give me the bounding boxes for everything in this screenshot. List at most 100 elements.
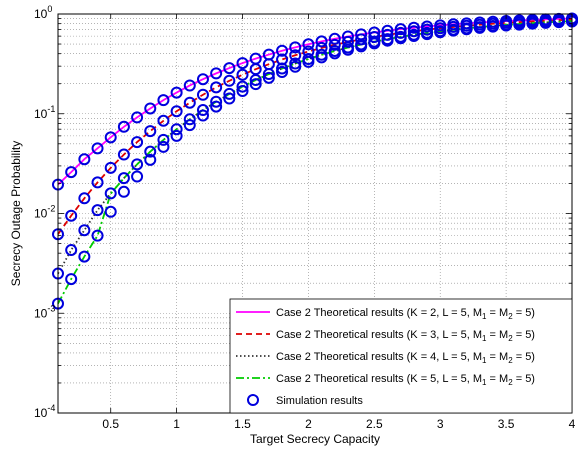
simulation-point bbox=[78, 224, 91, 237]
simulation-point bbox=[65, 166, 78, 179]
simulation-point bbox=[91, 142, 104, 155]
simulation-point bbox=[262, 71, 275, 84]
simulation-point bbox=[447, 24, 460, 37]
simulation-point bbox=[341, 30, 354, 43]
y-tick-base: 10 bbox=[34, 107, 48, 121]
legend-text-part: = M bbox=[487, 373, 509, 385]
simulation-point bbox=[223, 74, 236, 87]
simulation-point bbox=[117, 148, 130, 161]
y-tick-base: 10 bbox=[34, 406, 48, 420]
simulation-point bbox=[157, 114, 170, 127]
legend-text-part: Case 2 Theoretical results (K = 5, L = 5… bbox=[276, 373, 482, 385]
legend-swatch-simulation bbox=[247, 394, 259, 406]
legend-subscript: 1 bbox=[482, 356, 487, 365]
simulation-point bbox=[368, 37, 381, 50]
simulation-point bbox=[394, 32, 407, 45]
x-tick-label: 3 bbox=[437, 417, 444, 431]
x-tick-label: 0.5 bbox=[102, 417, 119, 431]
simulation-point bbox=[513, 18, 526, 31]
simulation-point bbox=[355, 40, 368, 53]
legend-subscript: 1 bbox=[482, 312, 487, 321]
legend-text-part: = M bbox=[487, 351, 509, 363]
x-tick-labels: 0.5 1 1.5 2 2.5 3 3.5 4 bbox=[102, 417, 575, 431]
x-tick-label: 2 bbox=[305, 417, 312, 431]
legend-text-part: Case 2 Theoretical results (K = 3, L = 5… bbox=[276, 329, 482, 341]
simulation-markers bbox=[52, 12, 578, 310]
legend-subscript: 1 bbox=[482, 378, 487, 387]
simulation-point bbox=[104, 205, 117, 218]
y-tick-label: 10-1 bbox=[34, 104, 55, 121]
simulation-point bbox=[157, 133, 170, 146]
simulation-point bbox=[276, 44, 289, 57]
simulation-point bbox=[236, 57, 249, 70]
simulation-point bbox=[104, 131, 117, 144]
simulation-point bbox=[131, 158, 144, 171]
simulation-point bbox=[434, 26, 447, 39]
simulation-point bbox=[276, 66, 289, 79]
simulation-point bbox=[210, 100, 223, 113]
simulation-point bbox=[91, 229, 104, 242]
simulation-point bbox=[302, 55, 315, 68]
x-tick-label: 2.5 bbox=[366, 417, 383, 431]
simulation-point bbox=[289, 49, 302, 62]
y-tick-base: 10 bbox=[34, 306, 48, 320]
x-axis-label: Target Secrecy Capacity bbox=[250, 432, 380, 446]
legend-box bbox=[229, 298, 573, 414]
simulation-point bbox=[157, 94, 170, 107]
simulation-point bbox=[183, 96, 196, 109]
simulation-point bbox=[407, 30, 420, 43]
y-tick-exponent: -2 bbox=[47, 204, 55, 214]
legend-subscript: 2 bbox=[508, 312, 513, 321]
simulation-point bbox=[381, 28, 394, 41]
legend-entry-3: Case 2 Theoretical results (K = 4, L = 5… bbox=[276, 351, 535, 365]
simulation-point bbox=[460, 23, 473, 36]
simulation-point bbox=[117, 172, 130, 185]
simulation-point bbox=[223, 92, 236, 105]
simulation-point bbox=[91, 204, 104, 217]
simulation-point bbox=[65, 209, 78, 222]
legend-text-part: = M bbox=[487, 329, 509, 341]
simulation-point bbox=[131, 136, 144, 149]
legend-text-part: = M bbox=[487, 307, 509, 319]
simulation-point bbox=[289, 41, 302, 54]
simulation-point bbox=[341, 43, 354, 56]
legend-subscript: 2 bbox=[508, 356, 513, 365]
legend-entry-simulation: Simulation results bbox=[276, 395, 363, 407]
legend-entry-4: Case 2 Theoretical results (K = 5, L = 5… bbox=[276, 373, 535, 387]
series-line-2 bbox=[57, 18, 573, 235]
series-layer bbox=[57, 17, 573, 305]
legend-text-part: = 5) bbox=[513, 329, 535, 341]
simulation-point bbox=[223, 62, 236, 75]
simulation-point bbox=[210, 81, 223, 94]
series-line-1 bbox=[57, 17, 573, 186]
simulation-point bbox=[117, 120, 130, 133]
simulation-point bbox=[394, 26, 407, 39]
y-tick-label: 10-2 bbox=[34, 204, 55, 221]
series-line-4 bbox=[57, 20, 573, 305]
simulation-point bbox=[315, 35, 328, 48]
simulation-point bbox=[355, 33, 368, 46]
simulation-point bbox=[196, 73, 209, 86]
simulation-point bbox=[302, 38, 315, 51]
y-tick-label: 100 bbox=[34, 4, 52, 21]
simulation-point bbox=[328, 38, 341, 51]
y-tick-label: 10-3 bbox=[34, 303, 55, 320]
simulation-point bbox=[486, 20, 499, 33]
simulation-point bbox=[539, 16, 552, 29]
simulation-point bbox=[170, 86, 183, 99]
y-tick-label: 10-4 bbox=[34, 403, 55, 420]
simulation-point bbox=[236, 68, 249, 81]
simulation-point bbox=[78, 192, 91, 205]
simulation-point bbox=[276, 62, 289, 75]
legend-subscript: 2 bbox=[508, 334, 513, 343]
y-tick-base: 10 bbox=[34, 7, 48, 21]
simulation-point bbox=[368, 31, 381, 44]
simulation-point bbox=[131, 170, 144, 183]
simulation-point bbox=[552, 16, 565, 29]
simulation-point bbox=[328, 47, 341, 60]
simulation-point bbox=[183, 119, 196, 132]
legend-entry-1: Case 2 Theoretical results (K = 2, L = 5… bbox=[276, 307, 535, 321]
simulation-point bbox=[183, 79, 196, 92]
